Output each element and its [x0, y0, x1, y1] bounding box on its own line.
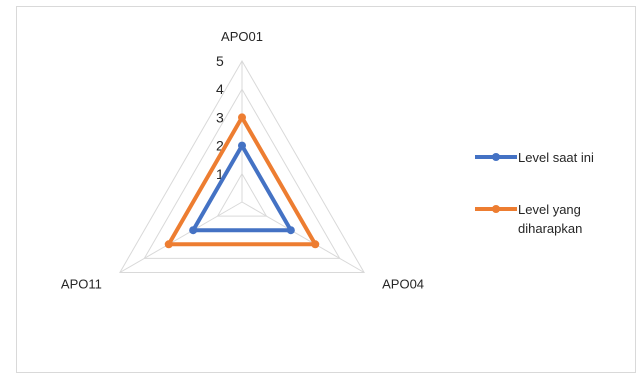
axis-label-apo11: APO11	[61, 277, 102, 292]
grid-ring-5	[119, 60, 365, 273]
legend-label-1: Level saat ini	[518, 150, 594, 165]
axis-label-apo04: APO04	[382, 277, 424, 292]
grid-ring-1	[216, 172, 268, 217]
series-2-point-1	[238, 113, 246, 122]
spoke-3	[119, 201, 243, 273]
tick-label-4: 4	[216, 81, 224, 97]
series-2-point-2	[311, 240, 320, 249]
series-line-2	[166, 115, 318, 247]
legend-swatch-marker-1	[492, 153, 500, 161]
series-1-point-2	[286, 226, 295, 235]
legend-swatch-marker-2	[492, 205, 500, 213]
series-1-point-1	[238, 141, 246, 150]
chart-frame: 1 2 3 4 5 APO01 APO04 APO11 Level saat ini Level …	[16, 6, 636, 373]
grid-ring-4	[143, 88, 341, 259]
legend-label-2-line-1: Level yang	[518, 202, 581, 217]
tick-label-2: 2	[216, 138, 224, 154]
series-1-point-3	[189, 226, 198, 235]
axis-label-apo01: APO01	[221, 29, 263, 44]
spoke-2	[241, 201, 365, 273]
tick-label-3: 3	[216, 109, 224, 125]
series-line-1	[191, 143, 293, 233]
radar-chart: 1 2 3 4 5 APO01 APO04 APO11 Level saat ini Level …	[61, 29, 594, 292]
legend-label-2-line-2: diharapkan	[518, 221, 582, 236]
series-2-point-3	[164, 240, 173, 249]
tick-label-1: 1	[216, 166, 224, 182]
tick-label-5: 5	[216, 53, 224, 69]
